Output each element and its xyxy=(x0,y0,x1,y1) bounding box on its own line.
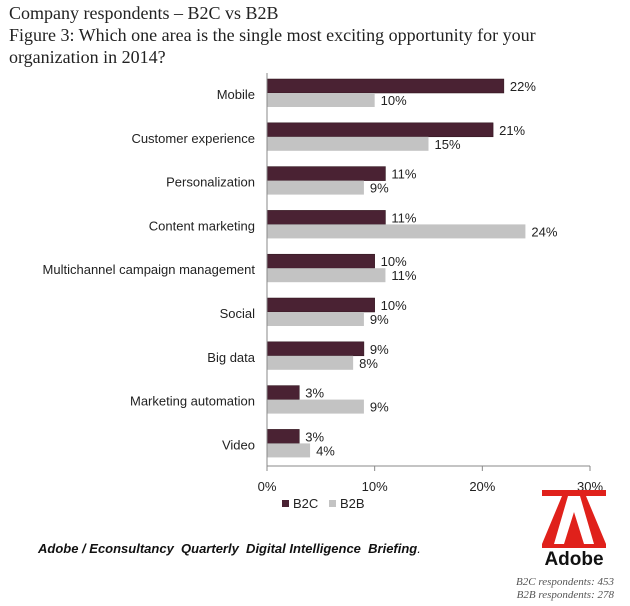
b2b-bar xyxy=(267,443,311,458)
title-line-3: organization in 2014? xyxy=(9,47,166,67)
x-tick-label: 0% xyxy=(258,479,277,494)
respondent-counts: B2C respondents: 453 B2B respondents: 27… xyxy=(516,576,614,602)
b2b-bar xyxy=(267,180,364,195)
source-note: Adobe / Econsultancy Quarterly Digital I… xyxy=(38,541,421,556)
category-label: Personalization xyxy=(166,175,255,190)
chart-title: Company respondents – B2C vs B2B Figure … xyxy=(9,2,619,68)
b2b-value-label: 24% xyxy=(531,224,557,239)
b2c-bar xyxy=(266,297,375,313)
legend-label-b2c: B2C xyxy=(293,496,318,511)
category-label: Marketing automation xyxy=(130,394,255,409)
category-label: Video xyxy=(222,437,255,452)
source-text: Adobe / Econsultancy Quarterly Digital I… xyxy=(38,541,418,556)
category-label: Content marketing xyxy=(149,218,255,233)
b2c-value-label: 11% xyxy=(391,167,416,182)
b2c-value-label: 11% xyxy=(391,210,416,225)
title-line-2: Figure 3: Which one area is the single m… xyxy=(9,25,536,45)
b2c-value-label: 21% xyxy=(499,123,525,138)
x-tick-label: 10% xyxy=(362,479,388,494)
legend-label-b2b: B2B xyxy=(340,496,365,511)
b2b-bar xyxy=(267,399,364,414)
b2c-value-label: 3% xyxy=(305,429,324,444)
b2b-bar xyxy=(267,136,429,151)
b2b-value-label: 11% xyxy=(391,268,416,283)
b2c-bar xyxy=(266,253,375,269)
b2b-bar xyxy=(267,268,386,283)
b2c-bar xyxy=(266,429,300,444)
b2c-bar xyxy=(266,78,505,94)
b2b-bar xyxy=(267,93,375,107)
b2b-value-label: 8% xyxy=(359,356,378,371)
b2c-value-label: 10% xyxy=(381,254,407,269)
b2b-value-label: 15% xyxy=(435,137,461,152)
category-label: Customer experience xyxy=(131,131,255,146)
b2c-bar xyxy=(266,122,494,138)
b2c-value-label: 3% xyxy=(305,386,324,401)
b2b-value-label: 4% xyxy=(316,443,335,458)
b2b-bar xyxy=(267,355,354,370)
b2b-value-label: 9% xyxy=(370,181,389,196)
title-line-1: Company respondents – B2C vs B2B xyxy=(9,3,279,23)
b2b-bar xyxy=(267,224,526,239)
source-end: . xyxy=(417,541,421,556)
adobe-logo-text: Adobe xyxy=(544,549,604,570)
b2b-value-label: 9% xyxy=(370,400,389,415)
b2c-value-label: 9% xyxy=(370,342,389,357)
b2c-value-label: 10% xyxy=(381,298,407,313)
category-label: Social xyxy=(220,306,256,321)
b2b-bar xyxy=(267,312,364,326)
bar-chart: Mobile 22% 10% Customer experience 21% 15% Per… xyxy=(43,73,603,511)
b2c-bar xyxy=(266,341,365,357)
b2c-value-label: 22% xyxy=(510,79,536,94)
category-label: Multichannel campaign management xyxy=(43,262,256,277)
respondents-b2c: B2C respondents: 453 xyxy=(516,576,614,588)
category-label: Mobile xyxy=(217,87,255,102)
legend-swatch-b2b xyxy=(329,500,336,507)
b2c-bar xyxy=(266,210,386,225)
b2b-value-label: 10% xyxy=(381,93,407,108)
x-tick-label: 20% xyxy=(469,479,495,494)
respondents-b2b: B2B respondents: 278 xyxy=(516,589,614,601)
adobe-logo-icon xyxy=(542,490,606,548)
b2c-bar xyxy=(266,166,386,181)
b2c-bar xyxy=(266,385,300,400)
category-label: Big data xyxy=(207,350,255,365)
b2b-value-label: 9% xyxy=(370,312,389,327)
legend-swatch-b2c xyxy=(282,500,289,507)
